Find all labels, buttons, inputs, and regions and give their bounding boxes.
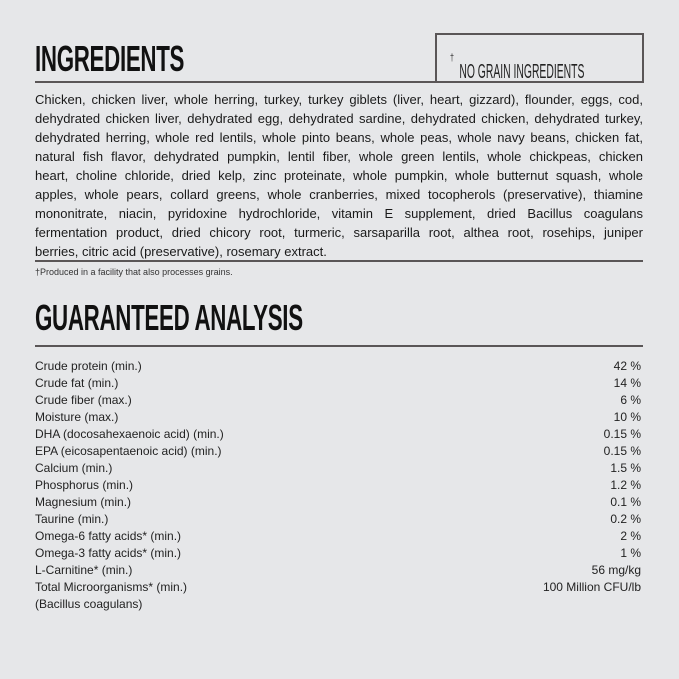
- analysis-divider: [35, 345, 643, 347]
- analysis-table: Crude protein (min.) 42 % Crude fat (min.)…: [35, 358, 641, 613]
- analysis-row: DHA (docosahexaenoic acid) (min.) 0.15 %: [35, 426, 641, 443]
- ingredients-line: berries, citric acid (preservative), ros…: [35, 244, 327, 259]
- no-grain-badge: NO GRAIN INGREDIENTS †: [435, 33, 644, 83]
- analysis-value: 100 Million CFU/lb: [542, 580, 641, 594]
- analysis-value: 0.1 %: [610, 495, 641, 509]
- ingredients-title: INGREDIENTS: [35, 38, 185, 79]
- ingredients-line: dehydrated herring, whole red lentils, w…: [35, 130, 643, 145]
- analysis-row: Magnesium (min.) 0.1 %: [35, 494, 641, 511]
- guaranteed-analysis-title: GUARANTEED ANALYSIS: [35, 297, 303, 338]
- analysis-value: 42 %: [613, 359, 641, 373]
- analysis-label: DHA (docosahexaenoic acid) (min.): [35, 427, 224, 441]
- analysis-value: 0.15 %: [603, 444, 641, 458]
- ingredients-bottom-divider: [35, 260, 643, 262]
- analysis-value: 6 %: [620, 393, 641, 407]
- ingredients-line: Chicken, chicken liver, whole herring, t…: [35, 92, 643, 107]
- dagger-mark: †: [450, 53, 455, 64]
- analysis-label: Omega-6 fatty acids* (min.): [35, 529, 182, 543]
- analysis-row: Taurine (min.) 0.2 %: [35, 511, 641, 528]
- ingredients-line: natural fish flavor, dehydrated pumpkin,…: [35, 149, 643, 164]
- analysis-value: 10 %: [613, 410, 641, 424]
- analysis-row: Omega-6 fatty acids* (min.) 2 %: [35, 528, 641, 545]
- ingredients-divider: [35, 81, 643, 83]
- analysis-label: Crude fiber (max.): [35, 393, 132, 407]
- analysis-label: Crude fat (min.): [35, 376, 119, 390]
- ingredients-line: dehydrated chicken liver, dehydrated egg…: [35, 111, 643, 126]
- analysis-label: Taurine (min.): [35, 512, 109, 526]
- analysis-row: Total Microorganisms* (min.) 100 Million …: [35, 579, 641, 596]
- analysis-row: Crude protein (min.) 42 %: [35, 358, 641, 375]
- analysis-row: Crude fiber (max.) 6 %: [35, 392, 641, 409]
- analysis-row: Moisture (max.) 10 %: [35, 409, 641, 426]
- analysis-label: Total Microorganisms* (min.): [35, 580, 188, 594]
- analysis-label: EPA (eicosapentaenoic acid) (min.): [35, 444, 222, 458]
- analysis-label: Omega-3 fatty acids* (min.): [35, 546, 182, 560]
- analysis-value: 1 %: [620, 546, 641, 560]
- analysis-value: 14 %: [613, 376, 641, 390]
- analysis-label: Calcium (min.): [35, 461, 113, 475]
- analysis-row: Phosphorus (min.) 1.2 %: [35, 477, 641, 494]
- ingredients-line: fermentation product, dried chicory root…: [35, 225, 643, 240]
- analysis-label: Phosphorus (min.): [35, 478, 134, 492]
- analysis-row: L-Carnitine* (min.) 56 mg/kg: [35, 562, 641, 579]
- ingredients-line: apples, whole pears, collard greens, who…: [35, 187, 643, 202]
- ingredients-line: mononitrate, niacin, pyridoxine hydrochl…: [35, 206, 643, 221]
- analysis-label: L-Carnitine* (min.): [35, 563, 133, 577]
- analysis-label: (Bacillus coagulans): [35, 597, 143, 611]
- analysis-row: Omega-3 fatty acids* (min.) 1 %: [35, 545, 641, 562]
- analysis-label: Magnesium (min.): [35, 495, 132, 509]
- analysis-label: Crude protein (min.): [35, 359, 142, 373]
- footnote: †Produced in a facility that also proces…: [35, 267, 233, 277]
- ingredients-line: heart, choline chloride, dried kelp, zin…: [35, 168, 643, 183]
- ingredients-list: Chicken, chicken liver, whole herring, t…: [35, 90, 643, 261]
- analysis-value: 1.5 %: [610, 461, 641, 475]
- analysis-value: 0.2 %: [610, 512, 641, 526]
- no-grain-badge-label: NO GRAIN INGREDIENTS: [459, 61, 585, 83]
- analysis-value: 0.15 %: [603, 427, 641, 441]
- analysis-row: EPA (eicosapentaenoic acid) (min.) 0.15 %: [35, 443, 641, 460]
- analysis-value: 2 %: [620, 529, 641, 543]
- analysis-row: Crude fat (min.) 14 %: [35, 375, 641, 392]
- analysis-value: 56 mg/kg: [591, 563, 641, 577]
- analysis-row: Calcium (min.) 1.5 %: [35, 460, 641, 477]
- analysis-label: Moisture (max.): [35, 410, 119, 424]
- analysis-row: (Bacillus coagulans): [35, 596, 641, 613]
- analysis-value: 1.2 %: [610, 478, 641, 492]
